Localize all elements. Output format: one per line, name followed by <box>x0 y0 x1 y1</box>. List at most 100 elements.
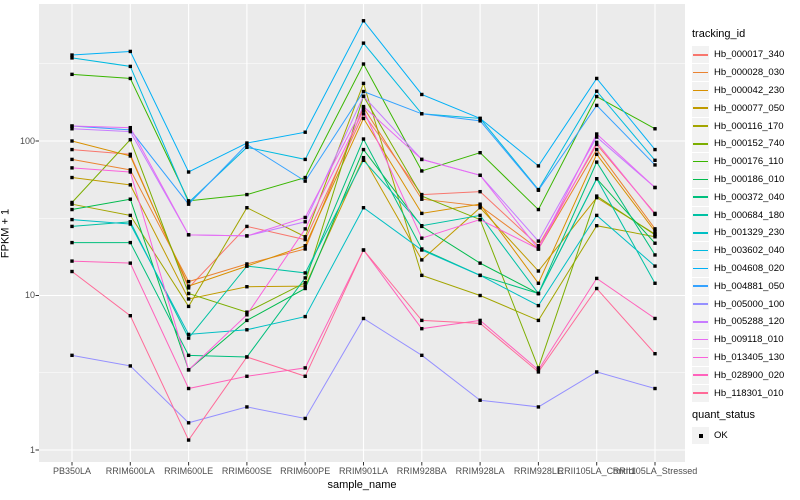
data-point <box>128 64 132 69</box>
data-point <box>303 130 307 134</box>
legend-key-line-icon <box>692 170 709 188</box>
legend-key-line-icon <box>692 224 709 242</box>
legend-entry-Hb_000372_040: Hb_000372_040 <box>692 188 798 206</box>
legend-entry-label: Hb_000116_170 <box>714 120 784 132</box>
data-point <box>245 192 249 197</box>
data-point <box>128 76 132 81</box>
data-point <box>361 62 366 66</box>
y-axis-title: FPKM + 1 <box>0 208 12 259</box>
data-point <box>245 234 249 238</box>
data-point <box>653 253 657 257</box>
data-point <box>361 116 366 121</box>
data-point <box>478 293 482 298</box>
data-point <box>536 291 541 296</box>
legend: tracking_id Hb_000017_340 Hb_000028_030 Hb… <box>692 28 798 445</box>
data-point <box>303 215 307 220</box>
legend-key-line-icon <box>692 99 709 117</box>
data-point <box>303 284 307 288</box>
data-point <box>420 92 424 97</box>
data-point <box>653 233 657 237</box>
legend-key-line-icon <box>692 242 709 260</box>
legend-entry-label: Hb_000017_340 <box>714 49 785 61</box>
x-tick-label-RRIM928LA: RRIM928LA <box>455 466 505 476</box>
data-point <box>478 150 482 155</box>
data-point <box>478 273 482 278</box>
data-point <box>595 370 599 374</box>
legend-entry-label: Hb_004881_050 <box>714 280 785 292</box>
data-point <box>595 94 599 99</box>
data-point <box>361 158 366 163</box>
legend-entry-Hb_004608_020: Hb_004608_020 <box>692 259 798 278</box>
data-point <box>595 142 599 147</box>
data-point <box>303 271 307 275</box>
data-point <box>245 405 249 409</box>
data-point <box>536 303 541 308</box>
data-point <box>420 326 424 331</box>
data-point <box>361 147 366 152</box>
data-point <box>595 194 599 198</box>
data-point <box>303 175 307 180</box>
legend-title-tracking-id: tracking_id <box>692 28 746 40</box>
legend-entry-Hb_000017_340: Hb_000017_340 <box>692 46 798 64</box>
data-point <box>245 206 249 210</box>
data-point <box>245 355 249 359</box>
data-point <box>536 164 541 168</box>
data-point <box>536 368 541 372</box>
data-point <box>70 200 74 205</box>
data-point <box>128 213 132 218</box>
data-point <box>420 248 424 252</box>
data-point <box>70 217 74 222</box>
data-point <box>128 364 132 368</box>
data-point <box>653 316 657 321</box>
data-point <box>653 185 657 190</box>
data-point <box>653 352 657 356</box>
data-point <box>186 353 191 358</box>
data-point <box>245 285 249 289</box>
legend-entry-label: Hb_000077_050 <box>714 102 785 114</box>
data-point <box>303 247 307 251</box>
legend-quant-entries: OK <box>692 427 798 445</box>
data-point <box>653 264 657 268</box>
data-point <box>70 56 74 60</box>
data-point <box>70 175 74 180</box>
data-point <box>595 213 599 218</box>
data-point <box>478 318 482 323</box>
data-point <box>595 147 599 152</box>
x-tick-label-RRIM600SE: RRIM600SE <box>221 466 272 476</box>
data-point <box>303 276 307 280</box>
legend-entry-label: Hb_005000_100 <box>714 298 785 310</box>
data-point <box>361 108 366 113</box>
legend-tracking-entries: Hb_000017_340 Hb_000028_030 Hb_000042_230 H… <box>692 46 798 402</box>
legend-entry-Hb_028900_020: Hb_028900_020 <box>692 366 798 384</box>
data-point <box>595 132 599 136</box>
data-point <box>303 235 307 239</box>
data-point <box>303 314 307 319</box>
legend-entry-label: Hb_000186_010 <box>714 173 785 185</box>
data-point <box>303 416 307 421</box>
data-point <box>653 158 657 163</box>
legend-entry-label: Hb_003602_040 <box>714 245 785 257</box>
data-point <box>245 224 249 229</box>
data-point <box>70 353 74 358</box>
data-point <box>653 212 657 217</box>
data-point <box>186 233 191 237</box>
legend-key-line-icon <box>692 135 709 153</box>
data-point <box>128 220 132 224</box>
legend-entry-label: Hb_000372_040 <box>714 191 785 203</box>
data-point <box>186 291 191 296</box>
data-point <box>595 76 599 81</box>
data-point <box>70 124 74 128</box>
data-point <box>361 19 366 23</box>
legend-entry-Hb_009118_010: Hb_009118_010 <box>692 331 798 349</box>
legend-entry-Hb_000116_170: Hb_000116_170 <box>692 117 798 135</box>
data-point <box>70 147 74 152</box>
legend-quant-status-block: quant_status OK <box>692 409 798 445</box>
data-point <box>478 173 482 177</box>
data-point <box>303 157 307 162</box>
data-point <box>70 127 74 131</box>
data-point <box>536 405 541 409</box>
data-point <box>186 368 191 372</box>
data-point <box>536 207 541 212</box>
data-point <box>536 269 541 273</box>
